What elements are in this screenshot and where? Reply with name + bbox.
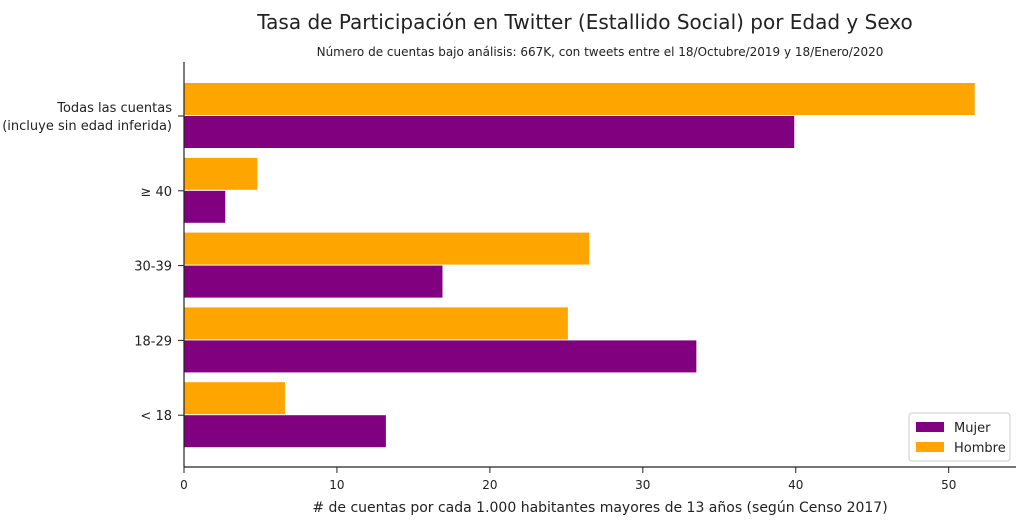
x-tick-label: 40 <box>788 478 803 492</box>
category-label: < 18 <box>140 409 172 424</box>
bar-hombre-2 <box>184 232 590 265</box>
category-label: Todas las cuentas <box>56 101 172 116</box>
x-tick-label: 20 <box>482 478 497 492</box>
x-tick-label: 0 <box>180 478 188 492</box>
category-label: (incluye sin edad inferida) <box>2 119 172 134</box>
x-tick-label: 30 <box>635 478 650 492</box>
bar-hombre-3 <box>184 307 568 340</box>
bar-hombre-1 <box>184 157 258 190</box>
category-label: ≥ 40 <box>140 185 172 200</box>
x-tick-label: 50 <box>941 478 956 492</box>
chart-subtitle: Número de cuentas bajo análisis: 667K, c… <box>317 45 884 59</box>
bar-hombre-0 <box>184 83 975 115</box>
legend: Mujer Hombre <box>908 412 1011 462</box>
legend-swatch-hombre <box>916 442 944 452</box>
category-label: 18-29 <box>134 334 172 349</box>
legend-swatch-mujer <box>916 422 944 432</box>
bar-mujer-2 <box>184 265 443 298</box>
legend-label-hombre: Hombre <box>954 441 1006 456</box>
x-tick-label: 10 <box>329 478 344 492</box>
category-label: 30-39 <box>134 260 172 275</box>
bar-mujer-0 <box>184 116 795 148</box>
x-axis-label: # de cuentas por cada 1.000 habitantes m… <box>312 500 887 516</box>
bar-hombre-4 <box>184 382 285 415</box>
bar-mujer-1 <box>184 190 226 223</box>
legend-label-mujer: Mujer <box>954 421 991 436</box>
bar-mujer-4 <box>184 415 386 448</box>
bar-mujer-3 <box>184 340 697 373</box>
chart-title: Tasa de Participación en Twitter (Estall… <box>256 10 912 34</box>
